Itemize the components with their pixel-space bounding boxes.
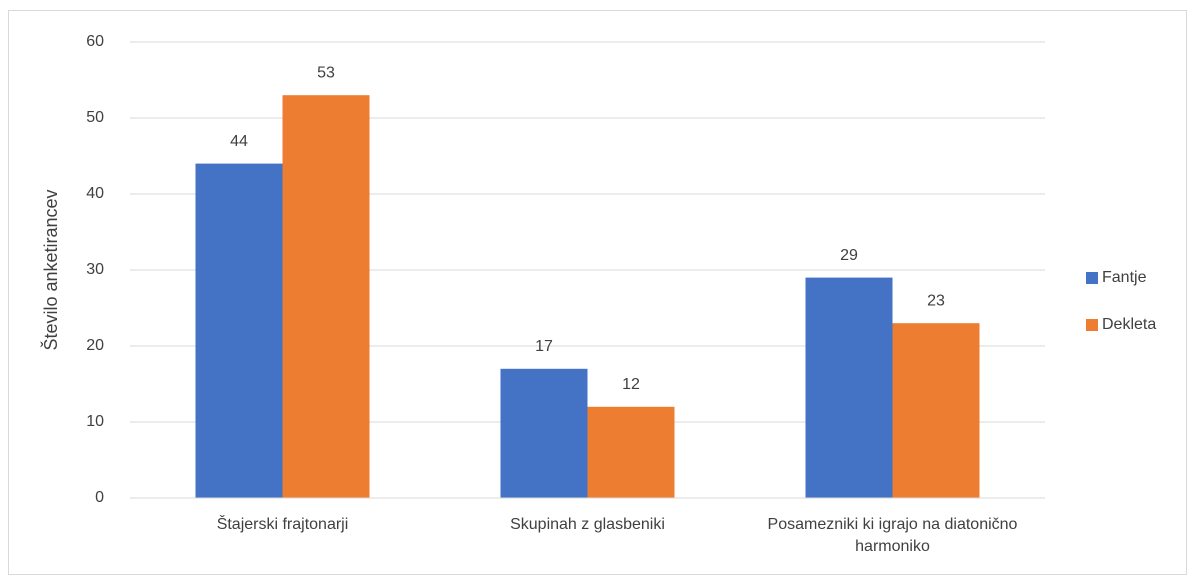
- legend-label: Fantje: [1102, 269, 1147, 286]
- data-label: 53: [317, 64, 335, 81]
- y-tick-label: 30: [86, 261, 104, 278]
- data-label: 29: [840, 247, 858, 264]
- bar: [805, 277, 893, 498]
- legend-swatch: [1086, 272, 1098, 284]
- y-tick-label: 0: [95, 489, 104, 506]
- x-tick-label: Štajerski frajtonarji: [216, 516, 349, 533]
- bar: [500, 368, 588, 498]
- data-label: 23: [927, 292, 945, 309]
- y-axis-label: Število anketirancev: [40, 189, 61, 350]
- bar: [892, 323, 980, 498]
- bar: [587, 406, 675, 498]
- data-label: 17: [535, 338, 553, 355]
- y-tick-label: 20: [86, 337, 104, 354]
- legend-swatch: [1086, 319, 1098, 331]
- y-tick-label: 60: [86, 33, 104, 50]
- x-tick-label: Posamezniki ki igrajo na diatonično harm…: [767, 516, 1018, 555]
- y-tick-label: 10: [86, 413, 104, 430]
- bar: [195, 163, 283, 498]
- data-label: 44: [230, 133, 248, 150]
- x-tick-label: Skupinah z glasbeniki: [510, 516, 665, 533]
- legend-label: Dekleta: [1102, 316, 1156, 333]
- data-label: 12: [622, 376, 640, 393]
- bar: [282, 95, 370, 498]
- y-tick-label: 50: [86, 109, 104, 126]
- y-tick-label: 40: [86, 185, 104, 202]
